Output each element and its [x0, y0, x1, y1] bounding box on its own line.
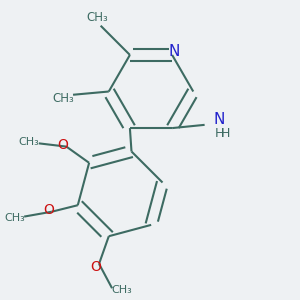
Text: N: N [168, 44, 179, 59]
Text: CH₃: CH₃ [19, 137, 39, 147]
Text: CH₃: CH₃ [86, 11, 108, 24]
Text: H: H [214, 128, 224, 140]
Text: N: N [214, 112, 225, 128]
Text: O: O [43, 203, 54, 217]
Text: H: H [220, 128, 230, 140]
Text: CH₃: CH₃ [4, 213, 25, 223]
Text: O: O [90, 260, 101, 274]
Text: O: O [58, 138, 69, 152]
Text: CH₃: CH₃ [111, 285, 132, 295]
Text: CH₃: CH₃ [52, 92, 74, 104]
